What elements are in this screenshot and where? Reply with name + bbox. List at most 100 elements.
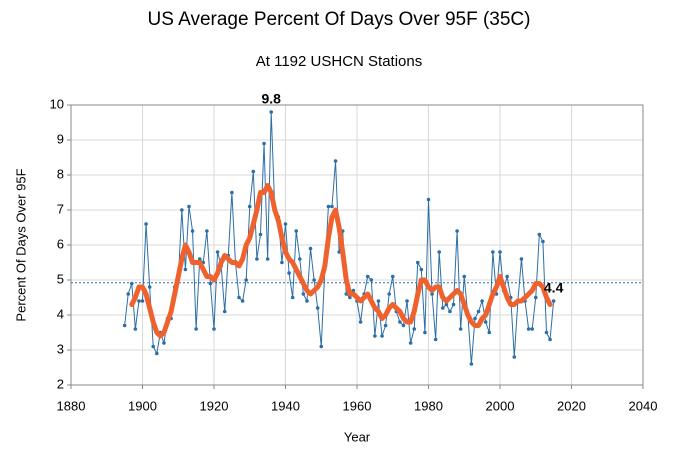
data-point: [351, 288, 356, 293]
x-tick-label: 1980: [414, 398, 443, 413]
data-point: [412, 327, 417, 331]
data-point: [326, 204, 331, 209]
data-point: [541, 239, 545, 244]
y-tick-label: 4: [57, 306, 64, 321]
data-point: [498, 250, 502, 254]
data-point: [247, 204, 252, 209]
data-point: [258, 232, 263, 237]
data-point: [441, 306, 445, 310]
series-line: [129, 183, 553, 339]
chart-title: US Average Percent Of Days Over 95F (35C…: [148, 9, 531, 30]
data-point: [419, 267, 424, 272]
data-point: [255, 257, 259, 261]
data-point: [151, 344, 156, 349]
annotation: 9.8: [261, 91, 281, 107]
data-point: [544, 330, 549, 335]
x-tick-label: 2000: [486, 398, 515, 413]
data-point: [548, 337, 552, 342]
data-point: [305, 299, 309, 303]
y-tick-label: 2: [57, 376, 64, 391]
plot-frame: [70, 104, 644, 386]
y-tick-label: 8: [57, 166, 64, 181]
data-point: [269, 110, 274, 114]
annotation: 4.4: [544, 280, 564, 296]
data-point: [526, 327, 531, 331]
data-point: [451, 302, 456, 307]
data-point: [319, 344, 324, 349]
x-tick-label: 1960: [343, 398, 372, 413]
data-point: [308, 246, 313, 251]
data-point: [294, 229, 299, 233]
y-tick-label: 7: [57, 201, 64, 216]
data-point: [480, 299, 484, 303]
data-point: [187, 204, 191, 209]
y-tick-label: 3: [57, 341, 64, 356]
data-point: [533, 295, 538, 300]
x-tick-label: 1900: [128, 398, 157, 413]
data-point: [405, 299, 409, 303]
x-tick-label: 2040: [629, 398, 658, 413]
data-point: [183, 267, 188, 272]
data-point: [212, 327, 216, 331]
data-point: [401, 323, 406, 328]
data-point: [333, 159, 338, 163]
data-point: [408, 341, 413, 345]
x-tick-label: 1940: [271, 398, 300, 413]
data-point: [373, 334, 377, 338]
data-point: [430, 292, 434, 296]
data-point: [376, 299, 381, 303]
data-point: [530, 327, 534, 331]
data-point: [222, 309, 227, 314]
data-point: [237, 295, 241, 300]
data-point: [365, 274, 370, 279]
data-point: [180, 208, 184, 212]
data-point: [301, 292, 306, 296]
data-point: [551, 299, 556, 303]
data-point: [423, 330, 427, 335]
y-tick-label: 5: [57, 271, 64, 286]
x-tick-label: 1920: [200, 398, 229, 413]
data-point: [348, 295, 352, 300]
data-point: [415, 260, 420, 265]
data-point: [369, 278, 374, 282]
data-point: [215, 250, 220, 254]
data-point: [315, 306, 320, 310]
data-point: [358, 320, 363, 324]
data-point: [155, 351, 159, 356]
data-point: [398, 320, 402, 324]
chart-subtitle: At 1192 USHCN Stations: [256, 53, 422, 70]
data-point: [537, 232, 542, 237]
data-point: [298, 257, 302, 261]
data-point: [487, 330, 492, 335]
data-point: [462, 274, 467, 279]
y-tick-label: 9: [57, 131, 64, 146]
data-point: [390, 274, 395, 279]
data-point: [444, 302, 449, 307]
data-point: [455, 229, 459, 233]
data-point: [144, 222, 148, 226]
data-point: [240, 299, 245, 303]
data-point: [491, 250, 495, 254]
data-point: [140, 299, 145, 303]
data-point: [251, 169, 256, 174]
data-point: [426, 197, 431, 202]
data-point: [380, 334, 384, 338]
data-point: [437, 250, 442, 254]
data-point: [208, 281, 213, 286]
data-point: [458, 327, 463, 331]
data-point: [337, 250, 341, 254]
data-point: [126, 292, 130, 296]
data-point: [290, 295, 295, 300]
data-point: [133, 327, 138, 331]
data-point: [197, 257, 202, 261]
x-tick-label: 2020: [557, 398, 586, 413]
data-point: [265, 257, 270, 261]
data-point: [129, 281, 134, 286]
data-point: [162, 341, 166, 345]
data-point: [448, 309, 452, 314]
data-point: [122, 323, 127, 328]
data-point: [476, 309, 481, 314]
x-tick-label: 1880: [57, 398, 86, 413]
data-point: [505, 274, 509, 279]
